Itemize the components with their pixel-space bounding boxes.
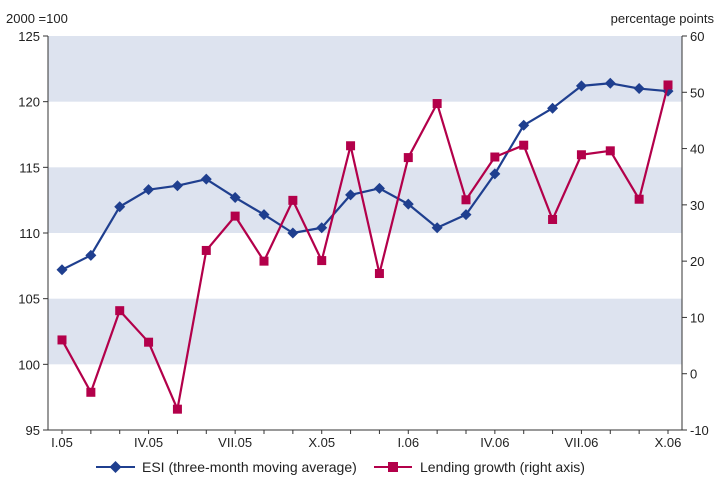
right-tick-label: 40 [690,142,704,157]
legend-label-lending: Lending growth (right axis) [420,459,585,475]
x-tick-label: IV.06 [480,435,509,450]
x-tick-label: X.05 [308,435,335,450]
band-1 [48,167,682,233]
left-tick-label: 125 [18,29,40,44]
data-point [317,256,327,266]
data-point [57,335,67,345]
data-point [287,227,299,239]
right-axis-ticks: -10 0 10 20 30 40 50 60 [682,29,709,438]
data-point [460,209,472,221]
data-point [258,209,270,221]
right-tick-label: 10 [690,310,704,325]
data-point [403,153,413,163]
data-point [432,99,442,109]
left-tick-label: 105 [18,292,40,307]
data-point [518,119,530,131]
data-point [633,83,645,95]
data-point [575,80,587,92]
data-point [316,222,328,234]
data-point [86,387,96,397]
band-0 [48,298,682,365]
data-point [402,198,414,210]
data-point [547,102,559,114]
data-point [576,150,586,160]
data-point [431,222,443,234]
left-tick-label: 95 [26,423,40,438]
data-point [201,245,211,255]
legend-item-lending: Lending growth (right axis) [374,459,585,475]
data-point [114,201,126,213]
left-tick-label: 120 [18,95,40,110]
data-point [489,168,501,180]
series-0 [56,77,674,276]
data-point [230,211,240,221]
legend-item-esi: ESI (three-month moving average) [96,459,357,475]
data-point [604,77,616,89]
square-marker-icon [388,462,398,472]
right-tick-label: 30 [690,198,704,213]
data-point [346,141,356,151]
data-point [85,249,97,261]
series-lines [56,77,674,414]
x-tick-label: X.06 [655,435,682,450]
data-point [143,184,155,196]
series-line [61,84,670,411]
left-axis-ticks: 95 100 105 110 115 120 125 [18,29,48,438]
data-point [373,182,385,194]
data-point [663,80,673,90]
data-point [374,269,384,279]
x-axis-ticks: I.05 IV.05 VII.05 X.05 I.06 IV.06 VII.06 X.06 [51,430,681,450]
data-point [171,180,183,192]
data-point [56,264,68,276]
right-tick-label: 50 [690,85,704,100]
diamond-marker-icon [109,461,122,473]
x-tick-label: I.06 [397,435,419,450]
x-tick-label: VII.05 [218,435,252,450]
data-point [259,256,269,266]
data-point [605,146,615,156]
x-tick-label: I.05 [51,435,73,450]
right-tick-label: 0 [690,367,697,382]
data-point [229,192,241,204]
data-point [490,152,500,162]
data-point [172,404,182,414]
data-point [288,195,298,205]
left-tick-label: 100 [18,357,40,372]
data-point [200,173,212,185]
data-point [115,306,125,316]
left-tick-label: 115 [19,160,40,175]
legend-label-esi: ESI (three-month moving average) [142,459,357,475]
x-tick-label: VII.06 [564,435,598,450]
band-2 [48,36,682,102]
left-axis-label: 2000 =100 [6,11,68,26]
data-point [144,337,154,347]
data-point [519,140,529,150]
background-bands [48,36,682,365]
left-tick-label: 110 [19,226,40,241]
x-tick-label: IV.05 [134,435,163,450]
data-point [345,189,357,201]
right-tick-label: 20 [690,254,704,269]
data-point [548,214,558,224]
right-tick-label: 60 [690,29,704,44]
right-tick-label: -10 [690,423,709,438]
right-axis-label: percentage points [611,11,715,26]
series-line [61,82,669,271]
data-point [634,194,644,204]
legend: ESI (three-month moving average) Lending… [96,459,585,475]
data-point [461,195,471,205]
series-1 [57,80,673,414]
